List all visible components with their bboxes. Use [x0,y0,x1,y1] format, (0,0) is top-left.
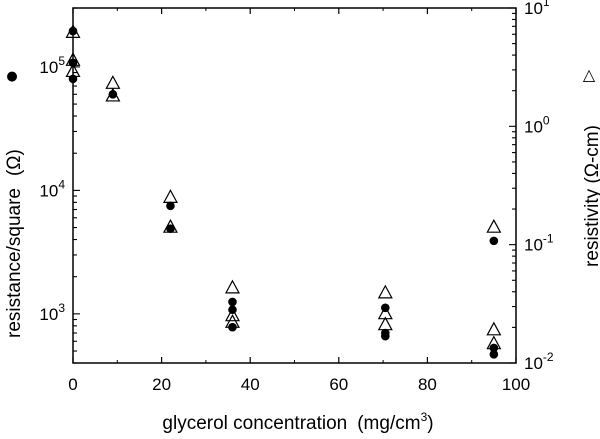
resistivity-point [486,335,502,350]
y-left-tick-label: 103 [39,301,65,324]
resistivity-point [224,307,240,322]
right-y-axis-label: resistivity (Ω-cm) [582,125,600,267]
right-axis-marker: △ [583,65,596,84]
resistivity-point [65,63,81,78]
y-right-tick-label: 101 [524,0,550,18]
resistance-point [489,236,499,246]
x-axis-label: glycerol concentration (mg/cm3) [162,410,433,434]
resistance-point [489,343,499,353]
resistivity-point [224,314,240,328]
resistivity-point [65,24,81,38]
resistivity-point [486,321,502,336]
y-left-tick-label: 104 [39,177,65,200]
y-right-tick-label: 10-2 [524,350,554,373]
left-y-axis: 103 104 105 [39,7,80,364]
data-points [65,24,502,359]
resistivity-point [486,218,502,233]
plot-frame [72,7,517,364]
resistance-point [489,350,499,359]
resistance-point [228,297,237,307]
y-left-tick-label: 105 [39,54,65,77]
resistivity-point [377,284,393,299]
left-axis-marker: ● [6,69,17,84]
resistivity-point [162,189,178,203]
x-tick-label: 20 [152,375,171,394]
resistance-point [381,331,390,341]
resistance-point [166,224,175,233]
x-axis: 0 20 40 60 80 100 [68,8,530,394]
resistivity-point [162,218,178,233]
x-tick-label: 80 [418,375,437,394]
resistivity-point [105,75,121,89]
resistivity-point [224,279,240,294]
y-right-tick-label: 100 [524,113,550,136]
x-tick-label: 100 [502,375,530,394]
x-tick-label: 0 [68,375,77,394]
resistivity-point [105,87,121,102]
x-tick-label: 60 [329,375,348,394]
resistance-point [166,201,175,211]
right-y-axis: 10-2 10-1 100 101 [509,0,554,373]
x-tick-label: 40 [241,375,260,394]
left-y-axis-label: resistance/square(Ω) [4,149,25,338]
resistivity-point [377,316,393,331]
y-right-tick-label: 10-1 [524,232,554,255]
